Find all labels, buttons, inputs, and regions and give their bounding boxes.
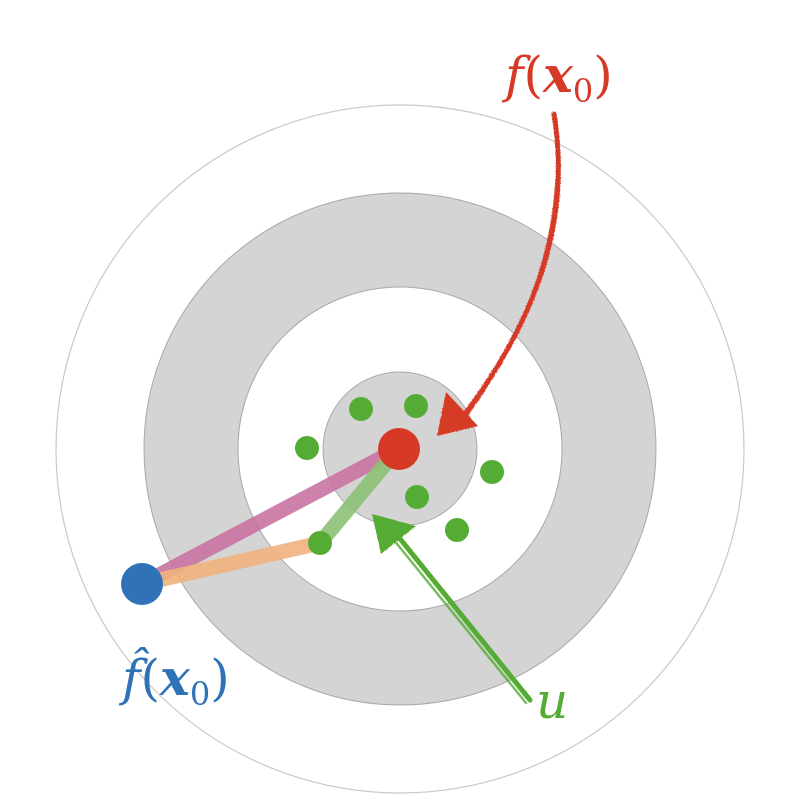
- bias-link: [134, 441, 406, 592]
- straight-arrow-icon: [372, 514, 533, 705]
- sample-point: [445, 518, 469, 542]
- curved-arrow-icon: [437, 111, 561, 436]
- outer-circle: [55, 104, 745, 794]
- fhat-paren-open: (: [141, 649, 161, 707]
- f-paren-open: (: [524, 46, 544, 104]
- f-arg-sub: 0: [573, 72, 593, 110]
- sample-point: [308, 531, 332, 555]
- fhat-arg-sub: 0: [190, 675, 210, 713]
- fhat-arg-var: x: [159, 648, 191, 707]
- f-label: f(x0): [501, 45, 613, 110]
- target-point: [378, 428, 420, 470]
- f-arg-var: x: [542, 45, 574, 104]
- f-paren-close: ): [593, 46, 613, 104]
- sample-point: [404, 394, 428, 418]
- sample-link: [312, 441, 406, 551]
- sample-point: [480, 460, 504, 484]
- sample-point: [405, 485, 429, 509]
- sample-points: [295, 394, 504, 555]
- sample-point: [349, 397, 373, 421]
- sample-point: [295, 436, 319, 460]
- variance-link: [134, 535, 328, 592]
- fhat-label: f̂(x0): [118, 646, 230, 713]
- u-label: u: [536, 672, 568, 730]
- fhat-paren-close: ): [210, 649, 230, 707]
- estimate-point: [121, 563, 163, 605]
